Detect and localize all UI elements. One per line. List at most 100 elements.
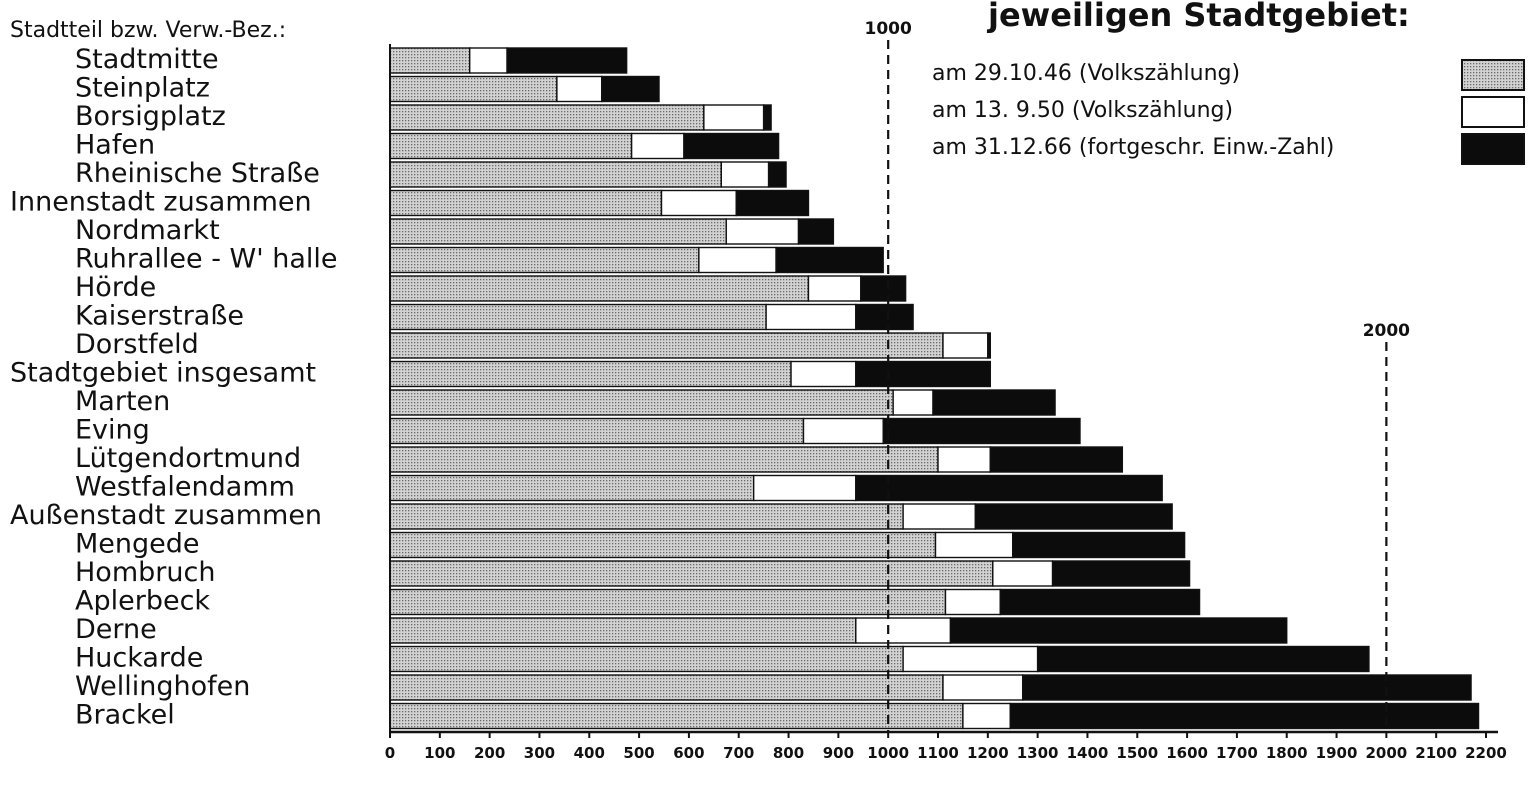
bar-segment-black [735,189,810,217]
category-label: Stadtgebiet insgesamt [10,358,316,389]
bar-segment-black [775,246,884,274]
bar-segment-white [902,503,977,530]
bar-segment-black [683,132,780,160]
category-labels: StadtmitteSteinplatzBorsigplatzHafenRhei… [10,44,338,731]
bar-segment-black [932,389,1056,416]
bar-segment-black [797,218,835,245]
category-label: Lütgendortmund [75,443,301,474]
x-tick-label: 300 [524,744,555,762]
reference-lines: 1000 2000 [865,19,1410,732]
bar-segment-white [630,132,685,160]
bar-segment-black [989,446,1124,473]
chart-title: jeweiligen Stadtgebiet: [986,0,1410,34]
x-tick-label: 1400 [1067,744,1109,762]
bar-segment-white [802,417,884,445]
bar-segment-black [601,75,660,103]
bar-segment-white [942,332,989,359]
legend-label: am 13. 9.50 (Volkszählung) [932,98,1233,123]
x-tick-label: 1300 [1017,744,1059,762]
bar-segment-white [725,218,800,245]
bar-segment-white [855,617,952,644]
bar-segment-black [767,161,787,188]
legend-swatch-white [1461,96,1525,128]
x-tick-label: 900 [823,744,854,762]
bar-segment-black [987,332,992,359]
category-label: Hafen [75,130,155,161]
bar-segment-white [752,474,857,502]
bar-segment-dotted [389,645,904,673]
bar-segment-dotted [389,560,994,587]
bar-segment-dotted [389,503,904,530]
category-label: Hombruch [75,557,215,588]
x-tick-label: 1900 [1316,744,1358,762]
legend-swatch-black [1461,133,1525,165]
category-label: Aplerbeck [75,586,210,617]
bar-segment-dotted [389,47,471,74]
category-label: Mengede [75,529,200,560]
category-label: Marten [75,386,170,417]
x-tick-label: 0 [385,744,395,762]
bar-segment-white [892,389,934,416]
x-tick-label: 700 [723,744,754,762]
legend-swatch-dotted [1461,59,1525,91]
bar-segment-black [855,360,992,388]
x-tick-label: 1200 [967,744,1009,762]
bar-segment-dotted [389,132,633,160]
bar-segment-black [1051,560,1191,587]
bar-segment-dotted [389,246,700,274]
x-tick-label: 2200 [1465,744,1507,762]
x-tick-label: 600 [673,744,704,762]
bar-segment-white [469,47,508,74]
category-label: Hörde [75,272,156,303]
bar-segment-dotted [389,674,944,701]
bar-segment-black [1012,531,1186,559]
bar-segment-white [902,645,1039,673]
x-tick-label: 400 [574,744,605,762]
bar-segment-dotted [389,360,792,388]
bar-segment-white [720,161,770,188]
x-tick-label: 1100 [917,744,959,762]
bar-segment-white [934,531,1014,559]
category-label: Dorstfeld [75,329,199,360]
bar-segment-white [992,560,1054,587]
bar-segment-white [807,275,862,302]
bar-segment-black [1009,702,1480,730]
category-label: Westfalendamm [75,472,295,503]
bar-segment-dotted [389,332,944,359]
bar-segment-black [860,275,907,302]
bar-segment-white [556,75,603,103]
category-label: Kaiserstraße [75,301,244,332]
x-tick-label: 2100 [1415,744,1457,762]
category-label: Innenstadt zusammen [10,187,312,218]
x-tick-label: 2000 [1365,744,1407,762]
bar-segment-dotted [389,303,767,331]
category-label: Derne [75,614,157,645]
bar-segment-dotted [389,75,558,103]
bar-segment-dotted [389,617,857,644]
x-axis: 0 100 200 300 400 500 600 700 800 900 1000 1100 1200… [385,44,1507,762]
bar-segment-white [660,189,737,217]
bar-segment-black [974,503,1173,530]
bar-segment-dotted [389,161,722,188]
bar-segment-dotted [389,417,805,445]
category-label: Steinplatz [75,73,210,104]
x-tick-label: 500 [623,744,654,762]
category-label: Ruhrallee - W' halle [75,244,338,275]
bar-segment-white [698,246,777,274]
category-label: Borsigplatz [75,101,226,132]
x-tick-label: 1800 [1266,744,1308,762]
bar-segment-white [962,702,1011,730]
legend-label: am 31.12.66 (fortgeschr. Einw.-Zahl) [932,135,1334,160]
category-label: Wellinghofen [75,671,250,702]
bar-segment-black [1036,645,1370,673]
bar-segment-black [949,617,1288,644]
bar-segment-black [506,47,628,74]
bar-segment-dotted [389,474,755,502]
bar-segment-dotted [389,588,947,616]
x-tick-label: 1700 [1216,744,1258,762]
x-tick-label: 200 [474,744,505,762]
bar-segment-dotted [389,218,727,245]
bars [389,47,1480,730]
category-label: Außenstadt zusammen [10,500,322,531]
